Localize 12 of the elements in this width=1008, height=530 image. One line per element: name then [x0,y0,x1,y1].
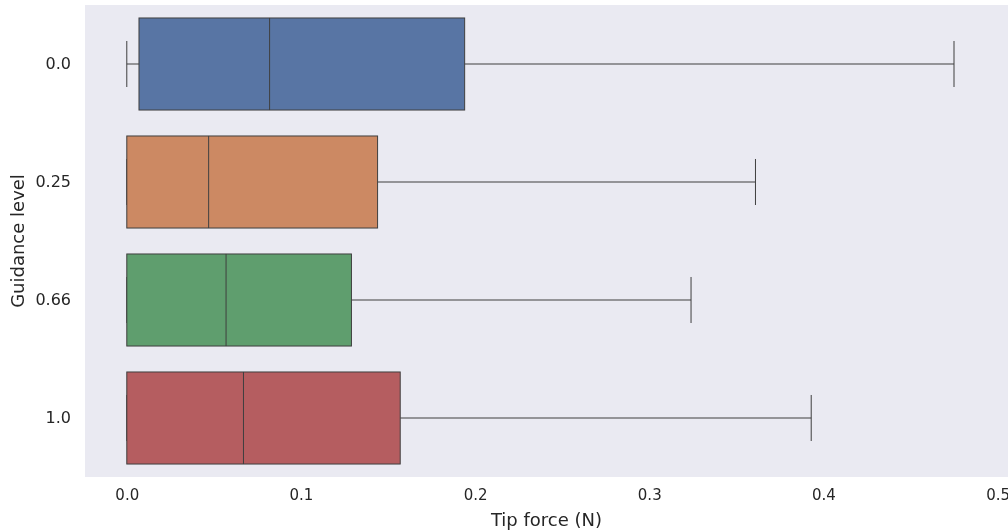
x-tick-label: 0.1 [289,485,314,504]
y-axis-title: Guidance level [7,174,28,308]
x-tick-label: 0.5 [986,485,1008,504]
y-tick-label: 0.66 [35,290,71,310]
x-axis-title: Tip force (N) [489,509,603,530]
x-tick-label: 0.4 [811,485,836,504]
y-tick-label: 0.25 [35,172,71,192]
y-tick-label: 0.0 [45,54,71,74]
x-tick-label: 0.0 [115,485,140,504]
x-tick-label: 0.3 [637,485,662,504]
x-tick-label: 0.2 [463,485,488,504]
y-tick-label: 1.0 [45,408,71,428]
